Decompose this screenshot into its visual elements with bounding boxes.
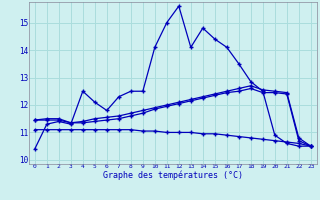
X-axis label: Graphe des températures (°C): Graphe des températures (°C) — [103, 170, 243, 180]
